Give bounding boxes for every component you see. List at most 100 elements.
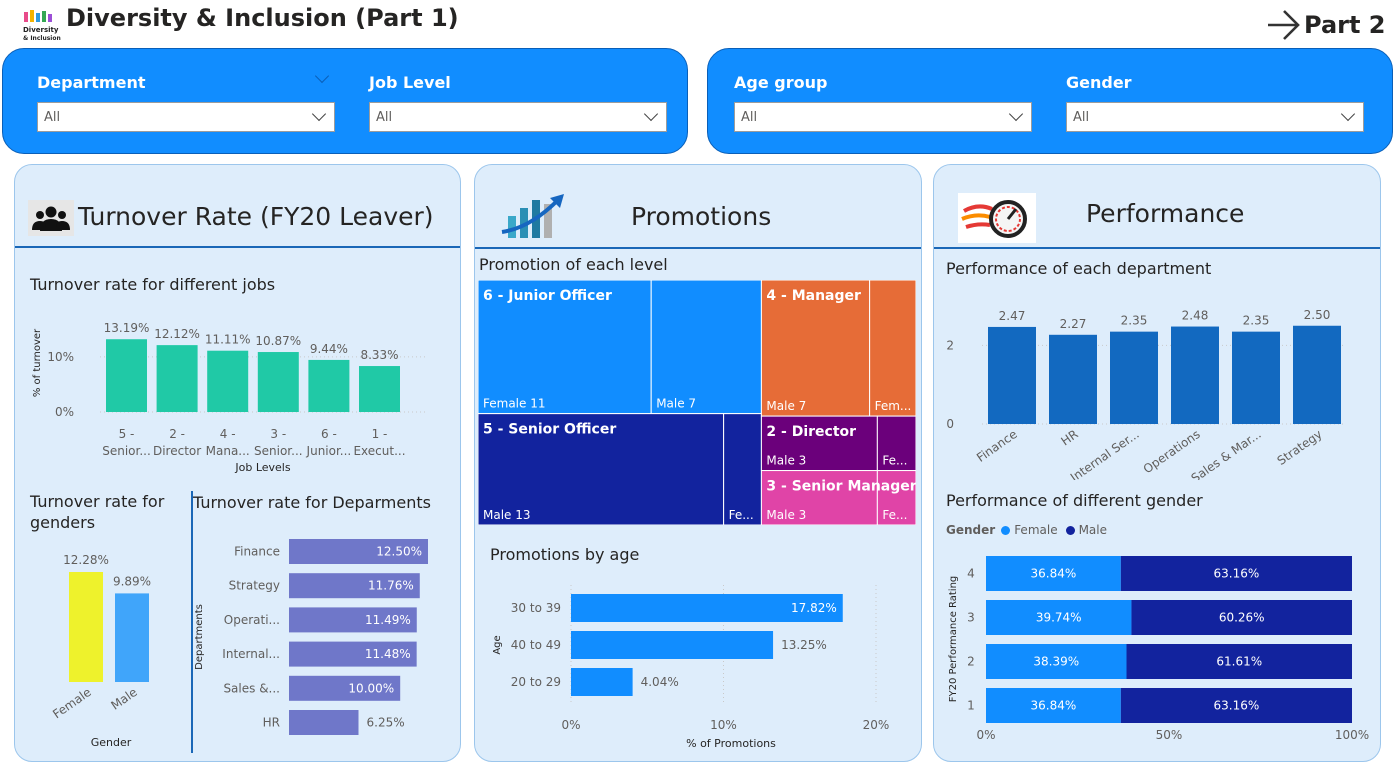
y-axis-label: Departments [194,604,205,670]
turnover-jobs-chart: 0% 10% % of turnover 13.19% 5 - Senior... 12.1… [32,321,426,474]
treemap-cell-label: Male 7 [656,397,696,411]
bar [308,359,350,412]
performance-department-chart: 0 2 2.47 Finance 2.27 HR 2.35 Internal Ser... 2.… [946,308,1345,480]
turnover-jobs-title: Turnover rate for different jobs [30,275,276,294]
data-label: 12.28% [63,553,109,567]
x-tick-label: Strategy [1275,427,1325,468]
bar [571,594,843,622]
chevron-down-icon [643,106,659,122]
stacked-bar-segment [1131,600,1352,635]
chevron-down-icon [311,106,327,122]
part-2-nav-button[interactable]: Part 2 [1266,8,1386,42]
data-label: 63.16% [1214,699,1260,713]
gender-dropdown[interactable]: All [1066,102,1364,132]
bar [1293,325,1341,424]
promotions-age-title: Promotions by age [490,545,640,564]
people-icon [28,200,74,236]
divider [934,247,1380,249]
x-tick-label: Operations [1141,427,1203,476]
bar [289,539,428,564]
divider [191,491,193,753]
x-axis-label: Gender [91,736,132,749]
chevron-down-icon [1340,106,1356,122]
y-tick-label: Finance [234,545,280,559]
data-label: 10.00% [348,681,394,695]
treemap-cell [478,280,652,415]
treemap-group-label: 3 - Senior Manager [766,479,916,495]
bar [1110,331,1158,424]
treemap-cell [650,280,762,415]
data-label: 9.89% [113,574,151,588]
data-label: 2.35 [1121,314,1148,328]
data-label: 17.82% [791,601,837,615]
x-tick-label: Mana... [206,444,250,458]
x-tick-label: Finance [974,427,1020,465]
x-tick-label: 1 - [372,427,388,441]
growth-chart-icon [501,194,564,238]
data-label: 2.35 [1243,314,1270,328]
slicer-panel-left: Department All Job Level All [2,48,688,154]
y-axis-label: Age [492,635,503,654]
treemap-cell-label: Male 3 [766,508,806,522]
x-axis-label: % of Promotions [686,737,776,750]
x-tick-label: 10% [710,718,737,732]
x-tick-label: Execut... [353,444,405,458]
treemap-cell [760,280,871,417]
gender-value: All [1073,109,1090,125]
arrow-right-icon [1268,10,1300,40]
job-level-dropdown[interactable]: All [369,102,667,132]
y-tick-label: 30 to 39 [511,601,561,615]
turnover-departments-chart: Departments Finance 12.50% Strategy 11.76% Op… [194,539,428,735]
x-tick-label: 20% [863,718,890,732]
treemap-cell [760,470,878,525]
y-tick-label: 40 to 49 [511,638,561,652]
data-label: 12.12% [154,327,200,341]
x-axis-label: Job Levels [234,461,290,474]
department-slicer-label: Department [37,73,146,92]
data-label: 8.33% [360,348,398,362]
legend-male-dot [1065,525,1075,535]
x-tick-label: 4 - [220,427,236,441]
data-label: 2.27 [1060,317,1087,331]
x-tick-label: 3 - [270,427,286,441]
data-label: 61.61% [1216,655,1262,669]
data-label: 12.50% [376,545,422,559]
treemap-cell-label: Fe... [882,454,907,468]
x-tick-label: Senior... [254,444,303,458]
data-label: 13.19% [104,321,150,335]
performance-gender-title: Performance of different gender [946,491,1203,510]
gender-slicer: Gender All [1066,73,1364,132]
turnover-title: Turnover Rate (FY20 Leaver) [78,202,434,231]
x-tick-label: 0% [561,718,580,732]
turnover-gender-title: Turnover rate for genders [30,492,165,532]
stacked-bar-segment [986,644,1127,679]
bar [115,593,149,682]
data-label: 11.49% [365,613,411,627]
data-label: 39.74% [1036,611,1082,625]
bar [289,675,401,701]
department-dropdown[interactable]: All [37,102,335,132]
department-value: All [44,109,61,125]
y-tick-label: Operati... [224,613,280,627]
y-tick-label: HR [263,716,280,730]
turnover-departments-title: Turnover rate for Deparments [193,493,431,512]
stacked-bar-segment [986,688,1121,723]
department-slicer: Department All [37,73,335,132]
bar [988,326,1036,424]
promotion-levels-treemap: Female 11 Male 7 6 - Junior Officer Male 13… [478,280,916,525]
bar [257,352,299,412]
data-label: 9.44% [310,342,348,356]
x-tick-label: 5 - [119,427,135,441]
logo-text-2: & Inclusion [23,35,61,42]
promotion-levels-title: Promotion of each level [479,255,668,274]
bar [1171,326,1219,424]
age-group-dropdown[interactable]: All [734,102,1032,132]
data-label: 4.04% [641,675,679,689]
y-tick-label: 3 [967,611,975,625]
x-tick-label: HR [1058,427,1080,448]
data-label: 36.84% [1031,567,1077,581]
treemap-group-label: 4 - Manager [766,288,861,304]
bar [289,607,417,633]
speedometer-icon [958,193,1036,243]
bar [571,668,633,696]
